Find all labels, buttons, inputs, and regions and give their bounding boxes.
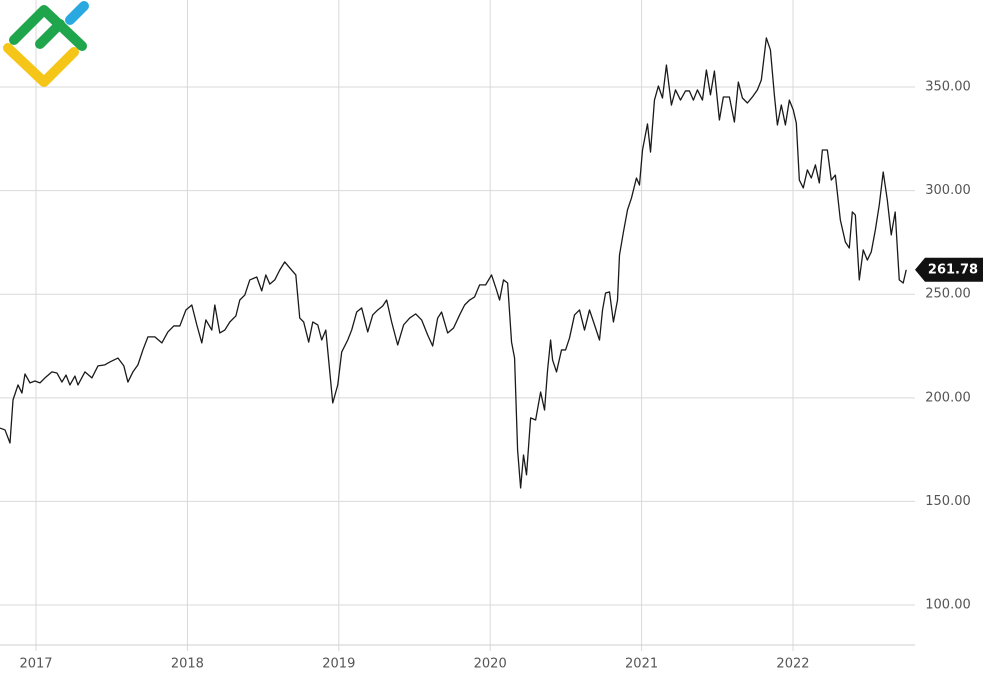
x-tick-label: 2019	[322, 657, 355, 672]
y-tick-label: 100.00	[925, 598, 971, 613]
x-tick-label: 2017	[19, 657, 52, 672]
y-tick-label: 300.00	[925, 183, 971, 198]
logo-yellow	[3, 43, 79, 87]
logo	[3, 1, 89, 87]
logo-green	[9, 5, 87, 51]
last-price-tag	[915, 257, 983, 282]
x-tick-label: 2018	[171, 657, 204, 672]
x-tick-label: 2022	[776, 657, 809, 672]
price-line	[0, 37, 907, 489]
logo-blue	[65, 1, 89, 25]
y-tick-label: 150.00	[925, 494, 971, 509]
x-tick-label: 2020	[474, 657, 507, 672]
y-tick-label: 200.00	[925, 390, 971, 405]
y-tick-label: 250.00	[925, 287, 971, 302]
logo-green-inner	[35, 19, 65, 49]
y-tick-label: 350.00	[925, 80, 971, 95]
plot: 100.00 150.00 200.00 250.00 300.00 350.00 2017…	[0, 0, 983, 672]
last-price-label: 261.78	[928, 262, 978, 277]
x-tick-label: 2021	[625, 657, 658, 672]
